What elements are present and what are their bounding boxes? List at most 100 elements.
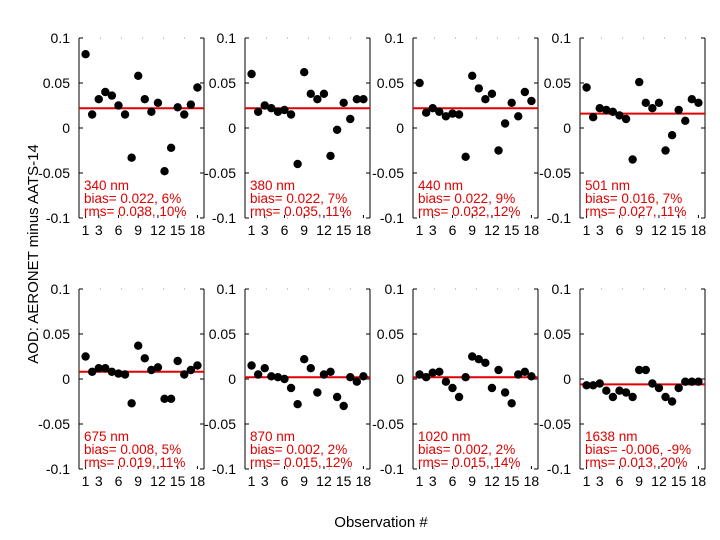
data-point bbox=[173, 103, 182, 112]
data-point bbox=[681, 377, 690, 386]
x-tick-label: 12 bbox=[651, 222, 667, 238]
data-point bbox=[527, 96, 536, 106]
x-tick-label: 3 bbox=[429, 222, 437, 238]
y-tick-label: 0.05 bbox=[209, 326, 236, 342]
panel-bias-label: bias= 0.016, 7% bbox=[585, 191, 682, 206]
data-point bbox=[461, 152, 470, 161]
y-tick-label: 0.1 bbox=[217, 281, 237, 297]
x-tick-label: 3 bbox=[95, 222, 103, 238]
x-tick-label: 1 bbox=[583, 222, 591, 238]
panel-bias-label: bias= 0.008, 5% bbox=[84, 442, 181, 457]
data-point bbox=[352, 377, 362, 386]
data-point bbox=[514, 112, 523, 121]
data-point bbox=[160, 167, 169, 176]
data-point bbox=[107, 367, 117, 376]
data-point bbox=[435, 107, 444, 117]
panel-bias-label: bias= 0.022, 6% bbox=[84, 191, 181, 206]
data-point bbox=[448, 383, 457, 393]
y-axis-label: AOD: AERONET minus AATS-14 bbox=[25, 144, 42, 364]
data-point bbox=[114, 369, 123, 378]
panel-rms-label: rms= 0.027, 11% bbox=[585, 204, 686, 219]
x-tick-label: 12 bbox=[316, 222, 332, 238]
x-tick-label: 6 bbox=[281, 222, 289, 238]
x-tick-label: 1 bbox=[248, 473, 256, 489]
data-point bbox=[621, 388, 631, 397]
data-point bbox=[608, 107, 618, 117]
data-point bbox=[346, 114, 355, 124]
data-point bbox=[273, 373, 283, 382]
x-tick-label: 12 bbox=[316, 473, 332, 489]
data-point bbox=[339, 401, 348, 411]
y-tick-label: -0.05 bbox=[204, 416, 236, 432]
y-tick-label: 0.05 bbox=[43, 326, 70, 342]
data-point bbox=[247, 361, 256, 370]
data-point bbox=[428, 368, 437, 377]
data-point bbox=[253, 370, 263, 379]
y-tick-label: -0.1 bbox=[46, 210, 70, 226]
data-point bbox=[641, 365, 650, 375]
data-point bbox=[487, 89, 497, 99]
y-tick-label: 0.1 bbox=[385, 281, 405, 297]
data-point bbox=[87, 367, 97, 376]
data-point bbox=[359, 372, 368, 381]
x-tick-label: 15 bbox=[170, 222, 186, 238]
y-tick-label: 0.1 bbox=[385, 30, 405, 46]
panel-1638-nm: 0.1 0.05 0 -0.05 -0.1 1 3 6 9 12 15 18 1638 nmbias= … bbox=[539, 281, 706, 489]
x-tick-label: 6 bbox=[115, 222, 123, 238]
data-point bbox=[193, 83, 202, 92]
y-tick-label: -0.05 bbox=[539, 165, 571, 181]
x-tick-label: 9 bbox=[134, 222, 142, 238]
data-point bbox=[694, 98, 703, 108]
panel-wavelength-label: 501 nm bbox=[585, 178, 630, 193]
data-point bbox=[681, 116, 690, 126]
x-tick-label: 9 bbox=[300, 222, 308, 238]
y-tick-label: 0 bbox=[563, 371, 571, 387]
data-point bbox=[602, 105, 611, 115]
data-point bbox=[687, 95, 697, 104]
y-tick-label: -0.05 bbox=[38, 416, 70, 432]
data-point bbox=[527, 372, 536, 381]
data-point bbox=[160, 394, 169, 403]
x-tick-label: 12 bbox=[484, 222, 500, 238]
y-tick-label: 0 bbox=[396, 371, 404, 387]
x-tick-label: 3 bbox=[596, 222, 604, 238]
x-tick-label: 15 bbox=[336, 473, 352, 489]
data-point bbox=[588, 113, 598, 122]
y-tick-label: -0.05 bbox=[372, 165, 404, 181]
data-point bbox=[621, 114, 631, 124]
x-tick-label: 15 bbox=[671, 473, 687, 489]
panel-rms-label: rms= 0.015, 14% bbox=[418, 455, 520, 470]
panel-rms-label: rms= 0.013, 20% bbox=[585, 455, 687, 470]
y-tick-label: -0.05 bbox=[204, 165, 236, 181]
data-point bbox=[595, 104, 604, 113]
x-tick-label: 15 bbox=[336, 222, 352, 238]
data-point bbox=[247, 69, 256, 79]
x-tick-label: 18 bbox=[691, 222, 707, 238]
y-tick-label: -0.1 bbox=[212, 461, 236, 477]
y-tick-label: 0.1 bbox=[51, 30, 71, 46]
x-tick-label: 6 bbox=[115, 473, 123, 489]
data-point bbox=[441, 112, 451, 121]
panel-wavelength-label: 675 nm bbox=[84, 429, 129, 444]
y-tick-label: 0.05 bbox=[544, 326, 571, 342]
x-tick-label: 6 bbox=[449, 222, 457, 238]
data-point bbox=[494, 146, 503, 155]
x-tick-label: 18 bbox=[524, 222, 540, 238]
data-point bbox=[166, 394, 176, 403]
data-point bbox=[415, 78, 424, 88]
data-point bbox=[514, 370, 523, 379]
panel-rms-label: rms= 0.035, 11% bbox=[250, 204, 351, 219]
x-tick-label: 9 bbox=[635, 473, 643, 489]
y-tick-label: 0 bbox=[62, 120, 70, 136]
y-tick-label: 0 bbox=[62, 371, 70, 387]
data-point bbox=[448, 109, 457, 118]
data-point bbox=[153, 98, 163, 108]
data-point bbox=[635, 365, 644, 375]
data-point bbox=[319, 89, 329, 99]
y-tick-label: 0.05 bbox=[377, 326, 404, 342]
x-tick-label: 15 bbox=[504, 222, 520, 238]
panel-wavelength-label: 1638 nm bbox=[585, 429, 638, 444]
